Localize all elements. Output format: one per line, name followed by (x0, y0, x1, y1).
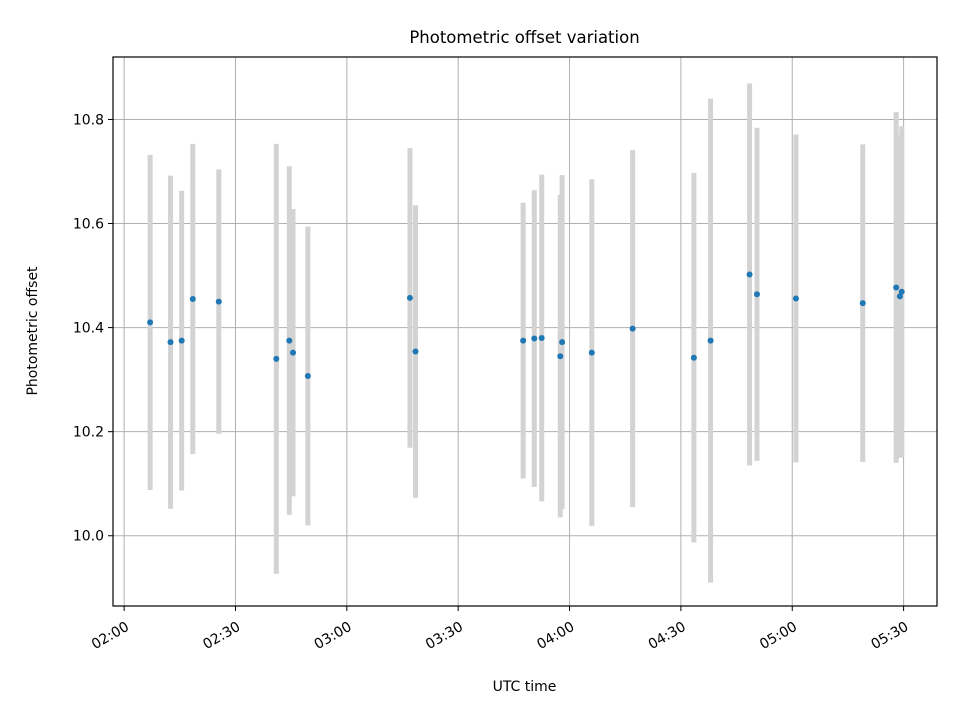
data-point (753, 291, 760, 298)
data-point (412, 348, 419, 355)
data-point (286, 337, 293, 344)
data-point (792, 295, 799, 302)
data-point (629, 325, 636, 332)
data-point (690, 354, 697, 361)
data-point (189, 295, 196, 302)
data-point (707, 337, 714, 344)
chart-title: Photometric offset variation (409, 28, 639, 47)
y-tick-label: 10.4 (73, 321, 104, 337)
data-point (896, 293, 903, 300)
data-point (559, 339, 566, 346)
data-point (273, 355, 280, 362)
data-points (147, 271, 905, 379)
data-point (520, 337, 527, 344)
data-point (859, 300, 866, 307)
y-axis-label: Photometric offset (25, 266, 41, 396)
x-axis-label: UTC time (493, 679, 557, 695)
data-point (898, 288, 905, 295)
data-point (557, 353, 564, 360)
y-axis-ticks: 10.0 10.2 10.4 10.6 10.8 (73, 112, 113, 545)
data-point (746, 271, 753, 278)
data-point (538, 335, 545, 342)
data-point (893, 284, 900, 291)
y-tick-label: 10.6 (73, 217, 104, 233)
grid (113, 57, 937, 606)
data-point (531, 335, 538, 342)
data-point (215, 298, 222, 305)
y-tick-label: 10.2 (73, 425, 104, 441)
data-point (290, 349, 297, 356)
data-point (304, 372, 311, 379)
data-point (406, 294, 413, 301)
y-tick-label: 10.8 (73, 112, 104, 128)
y-tick-label: 10.0 (73, 529, 104, 545)
data-point (167, 339, 174, 346)
data-point (178, 337, 185, 344)
data-point (147, 319, 154, 326)
data-point (588, 349, 595, 356)
plot-frame (112, 56, 938, 607)
